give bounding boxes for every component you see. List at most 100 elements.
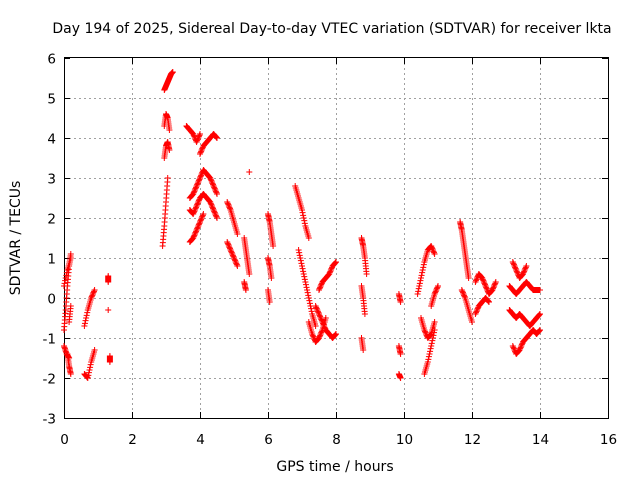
data-point-marker xyxy=(363,271,370,277)
data-point-marker xyxy=(537,327,543,333)
data-point-marker xyxy=(207,199,214,205)
data-point-marker xyxy=(313,305,320,312)
data-point-marker xyxy=(300,268,307,275)
x-tick-label: 6 xyxy=(264,432,273,448)
data-point-marker xyxy=(227,247,234,253)
data-point-marker xyxy=(208,179,215,185)
data-point-marker xyxy=(522,265,529,272)
data-point-marker xyxy=(213,213,220,220)
y-tick-label: 3 xyxy=(47,172,56,188)
data-point-marker xyxy=(312,303,319,309)
data-point-marker xyxy=(415,288,422,295)
data-point-marker xyxy=(296,252,303,259)
data-point-marker xyxy=(432,289,439,296)
data-point-marker xyxy=(197,175,203,181)
data-point-marker xyxy=(518,343,525,349)
data-point-marker xyxy=(230,253,237,260)
data-point-marker xyxy=(511,263,518,269)
data-point-marker xyxy=(474,275,481,281)
data-point-marker xyxy=(193,203,200,209)
data-point-marker xyxy=(537,287,543,293)
data-point-marker xyxy=(425,353,432,360)
data-point-marker xyxy=(234,231,241,237)
data-point-marker xyxy=(300,271,307,277)
data-point-marker xyxy=(431,251,438,257)
data-point-marker xyxy=(458,287,465,293)
data-point-marker xyxy=(191,188,198,195)
data-point-marker xyxy=(210,205,217,212)
data-point-marker xyxy=(430,248,437,255)
data-point-marker xyxy=(209,204,216,211)
y-tick-label: -3 xyxy=(43,412,56,428)
data-point-marker xyxy=(85,369,92,376)
data-point-marker xyxy=(317,284,324,291)
data-point-marker xyxy=(414,291,421,297)
data-point-marker xyxy=(67,303,74,309)
data-point-marker xyxy=(306,297,313,304)
data-point-marker xyxy=(461,293,468,300)
data-point-marker xyxy=(428,244,435,251)
data-point-marker xyxy=(536,311,543,318)
data-point-marker xyxy=(319,320,326,327)
data-point-marker xyxy=(517,345,524,352)
data-point-marker xyxy=(229,251,236,257)
data-point-marker xyxy=(510,260,517,267)
data-point-marker xyxy=(327,268,334,275)
data-point-marker xyxy=(310,335,317,341)
data-point-marker xyxy=(420,261,427,268)
data-point-marker xyxy=(196,132,203,139)
data-point-marker xyxy=(295,247,302,253)
data-point-marker xyxy=(416,280,423,287)
y-tick-label: 4 xyxy=(47,132,56,148)
data-point-marker xyxy=(326,269,333,276)
data-point-marker xyxy=(482,281,489,288)
data-point-marker xyxy=(423,331,430,337)
data-point-marker xyxy=(305,295,312,301)
data-point-marker xyxy=(190,235,197,241)
data-point-marker xyxy=(317,315,324,321)
data-point-marker xyxy=(199,213,206,220)
data-point-marker xyxy=(415,285,422,292)
data-point-marker xyxy=(91,288,98,295)
data-point-marker xyxy=(431,249,438,256)
data-point-marker xyxy=(210,207,217,213)
data-point-marker xyxy=(225,241,232,248)
data-point-marker xyxy=(512,265,519,272)
data-points xyxy=(61,69,543,381)
data-point-marker xyxy=(193,183,200,189)
data-point-marker xyxy=(421,328,428,335)
data-point-marker xyxy=(210,181,217,188)
data-point-marker xyxy=(207,175,214,181)
data-point-marker xyxy=(301,220,308,227)
y-tick-label: 0 xyxy=(47,292,56,308)
data-point-marker xyxy=(472,311,479,317)
data-point-marker xyxy=(429,245,436,252)
y-tick-label: 5 xyxy=(47,92,56,108)
data-point-marker xyxy=(195,221,202,228)
data-point-marker xyxy=(197,131,203,137)
data-point-marker xyxy=(296,249,303,256)
data-point-marker xyxy=(200,211,207,217)
data-point-marker xyxy=(190,209,197,216)
data-point-marker xyxy=(513,267,520,273)
data-point-marker xyxy=(195,223,202,229)
data-point-marker xyxy=(317,332,324,339)
data-point-marker xyxy=(535,328,542,335)
data-point-marker xyxy=(305,235,312,241)
data-point-marker xyxy=(210,183,217,189)
data-point-marker xyxy=(319,319,326,325)
x-tick-label: 16 xyxy=(600,432,617,448)
y-tick-label: -2 xyxy=(43,372,56,388)
data-point-marker xyxy=(511,347,518,353)
data-point-marker xyxy=(232,257,239,264)
data-point-marker xyxy=(315,309,322,316)
data-point-marker xyxy=(212,133,219,140)
data-point-marker xyxy=(89,292,96,299)
data-point-marker xyxy=(194,200,201,207)
data-point-marker xyxy=(195,179,202,185)
data-point-marker xyxy=(82,317,89,324)
data-point-marker xyxy=(227,205,234,212)
data-point-marker xyxy=(332,331,339,338)
data-point-marker xyxy=(303,284,310,291)
data-point-marker xyxy=(480,279,487,285)
